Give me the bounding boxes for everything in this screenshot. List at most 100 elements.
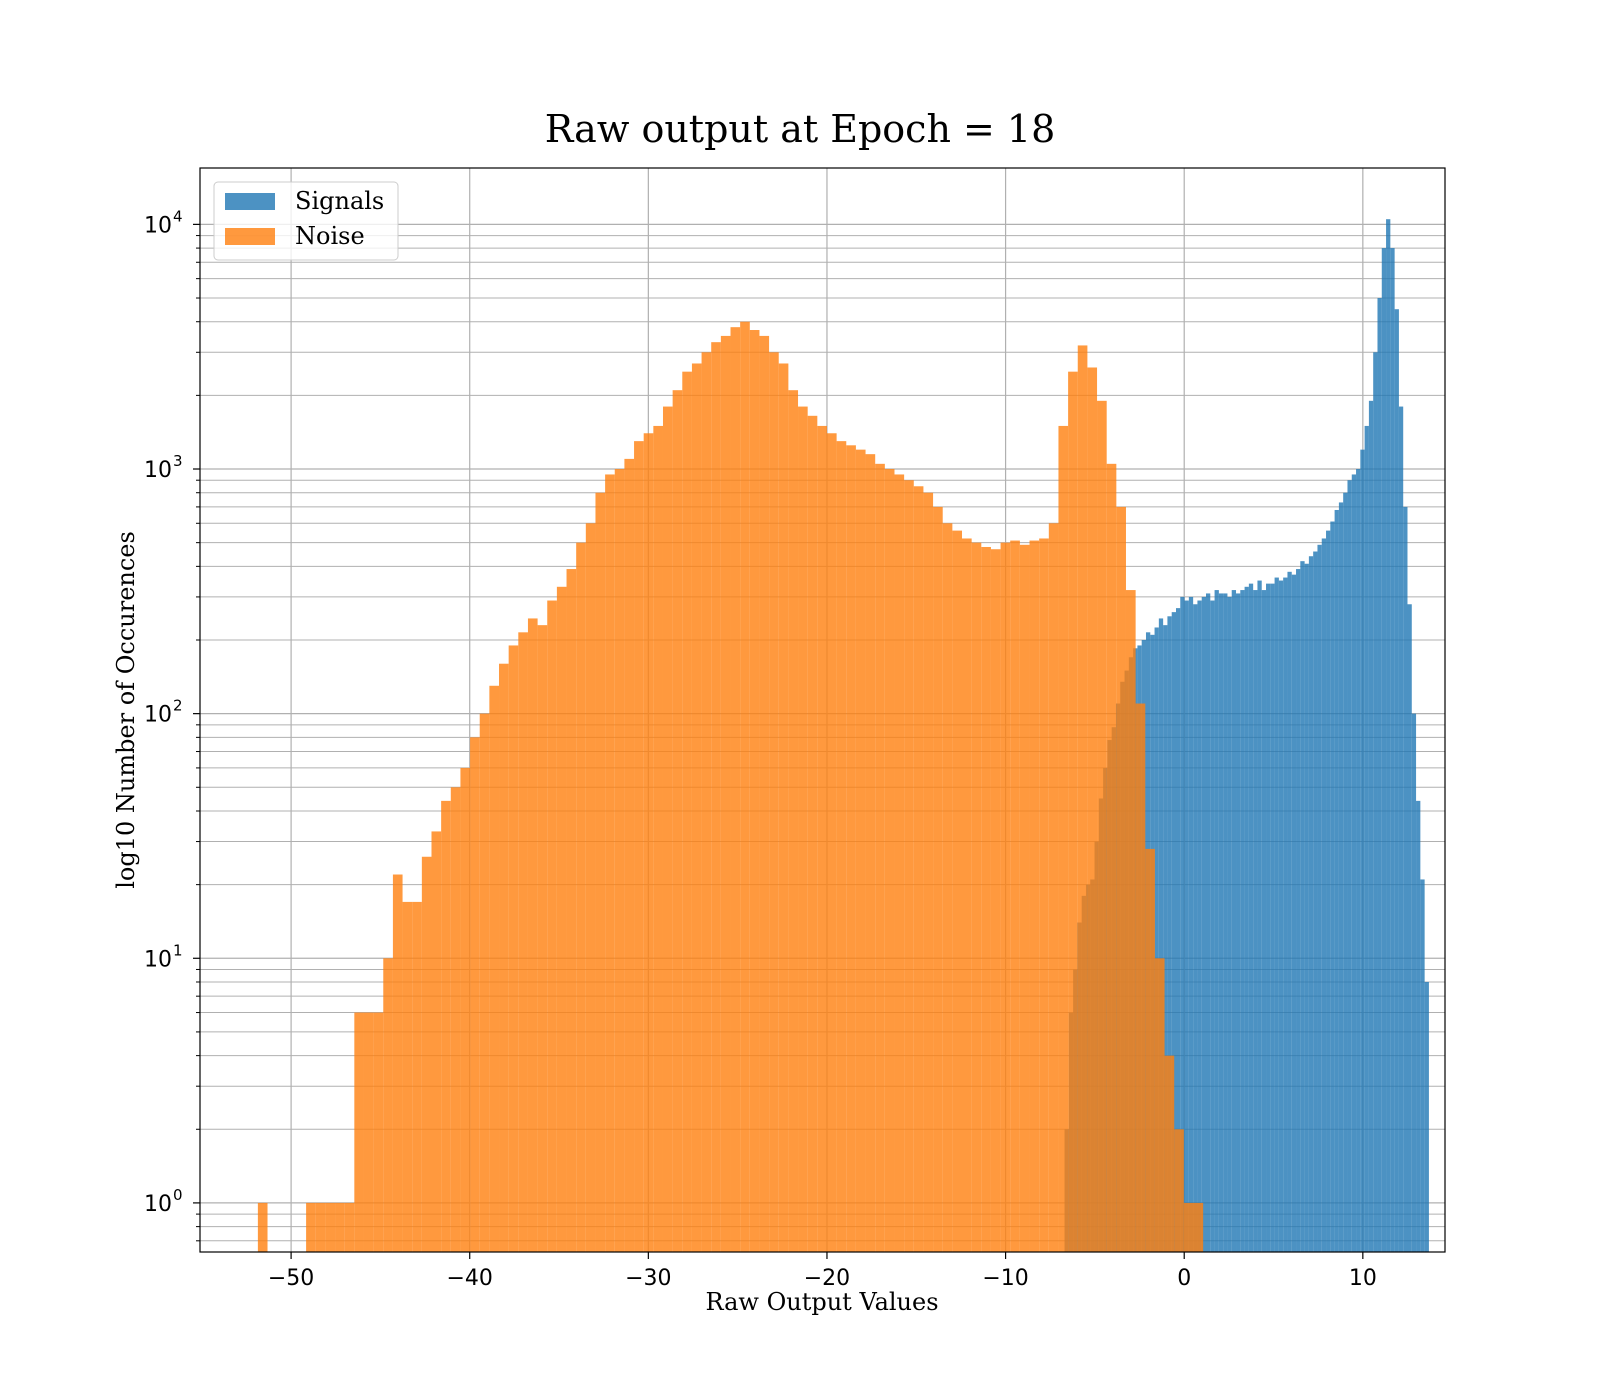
bar	[1218, 593, 1224, 1252]
series-noise-bars	[257, 321, 1204, 1253]
x-tick-label: −10	[982, 1266, 1028, 1291]
bar	[942, 523, 953, 1252]
x-tick-label: −20	[804, 1266, 850, 1291]
bar	[913, 486, 924, 1252]
bar	[788, 390, 799, 1252]
y-tick-exponent: 3	[173, 452, 183, 470]
bar	[537, 625, 548, 1252]
bar	[643, 433, 654, 1252]
bar	[990, 549, 1001, 1252]
bar	[1351, 474, 1357, 1253]
bar	[672, 390, 683, 1252]
bar	[1000, 542, 1011, 1252]
bar	[759, 335, 770, 1253]
bar	[740, 321, 750, 1252]
bar	[1368, 400, 1374, 1252]
bar	[1171, 612, 1176, 1252]
bar	[566, 569, 577, 1252]
bar	[1039, 538, 1049, 1252]
bar	[383, 958, 393, 1252]
bar	[1360, 449, 1365, 1252]
bar	[682, 371, 692, 1252]
x-tick-label: 0	[1177, 1266, 1191, 1291]
bar	[1394, 309, 1399, 1252]
bar	[962, 538, 972, 1252]
x-axis-ticks: −50 −40 −30 −20 −10 0 10	[268, 1252, 1377, 1291]
bar	[306, 1202, 316, 1252]
bar	[412, 901, 422, 1252]
bar	[1097, 400, 1107, 1252]
y-tick-label: 10	[144, 947, 172, 972]
bar	[1184, 600, 1189, 1252]
bar	[1227, 596, 1232, 1252]
bar	[1343, 492, 1348, 1253]
bar	[846, 445, 856, 1252]
y-tick-exponent: 0	[173, 1186, 183, 1204]
bar	[1274, 577, 1279, 1252]
bar	[556, 586, 567, 1252]
bar	[450, 787, 461, 1252]
bar	[1175, 608, 1181, 1252]
bar	[691, 363, 702, 1253]
bar	[1416, 800, 1421, 1252]
bar	[315, 1202, 326, 1252]
bar	[1240, 590, 1245, 1252]
bar	[1197, 600, 1202, 1252]
bar	[624, 458, 635, 1252]
bar	[1163, 625, 1168, 1252]
bar	[1424, 981, 1429, 1252]
bar	[1048, 523, 1059, 1252]
x-axis-label: Raw Output Values	[705, 1288, 938, 1316]
bar	[836, 441, 847, 1253]
bar	[749, 330, 760, 1253]
bar	[894, 474, 905, 1253]
bar	[1154, 627, 1159, 1252]
bar	[720, 335, 731, 1253]
bar	[1077, 345, 1088, 1252]
bar	[855, 449, 866, 1252]
bar	[701, 352, 712, 1252]
bar	[1214, 590, 1219, 1252]
bar	[373, 1012, 384, 1252]
legend: Signals Noise	[213, 181, 399, 261]
bar	[1010, 540, 1020, 1252]
bar	[1248, 583, 1254, 1252]
bar	[595, 492, 606, 1253]
bar	[1338, 502, 1344, 1253]
bar	[769, 352, 779, 1252]
bar	[1068, 371, 1078, 1252]
bar	[1261, 590, 1267, 1252]
y-tick-label: 10	[144, 458, 172, 483]
bar	[1373, 352, 1378, 1252]
bar	[1411, 713, 1417, 1252]
bar	[1135, 703, 1146, 1252]
bar	[257, 1202, 268, 1252]
bar	[460, 767, 471, 1252]
legend-swatch-signals	[225, 193, 275, 210]
x-tick-label: −50	[268, 1266, 314, 1291]
bar	[1317, 544, 1322, 1252]
bar	[1270, 583, 1275, 1252]
bar	[1296, 569, 1301, 1252]
bar	[1287, 571, 1292, 1252]
bar	[1106, 463, 1117, 1253]
bar	[1201, 596, 1207, 1252]
bar	[933, 506, 943, 1252]
bar	[1154, 958, 1165, 1252]
bar	[1356, 469, 1361, 1252]
bar	[1236, 593, 1241, 1252]
bar	[1029, 540, 1040, 1252]
bar	[904, 480, 914, 1252]
bar	[1420, 879, 1425, 1252]
x-tick-label: −40	[447, 1266, 493, 1291]
y-axis-label: log10 Number of Occurences	[112, 531, 140, 889]
bar	[1125, 590, 1136, 1252]
bar	[1283, 577, 1288, 1252]
bar	[421, 856, 432, 1252]
bar	[1326, 530, 1331, 1252]
x-tick-label: −30	[625, 1266, 671, 1291]
bar	[518, 632, 528, 1252]
bar	[479, 713, 490, 1252]
bar	[1334, 509, 1339, 1252]
